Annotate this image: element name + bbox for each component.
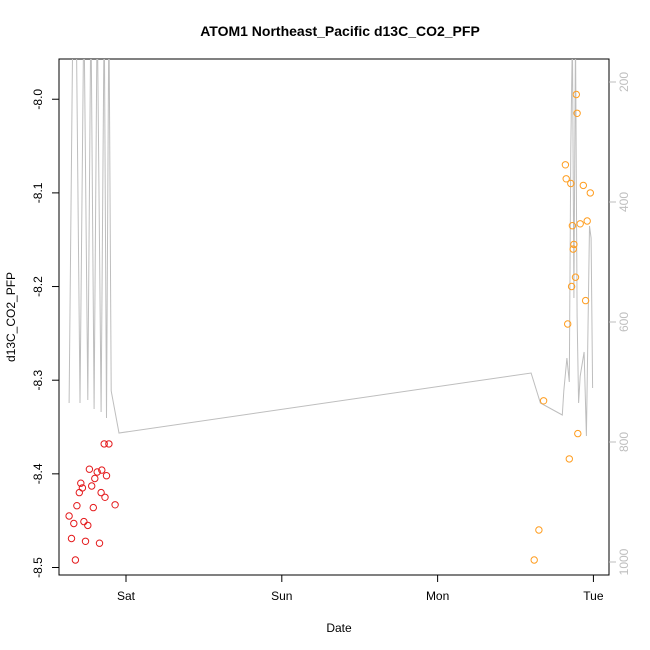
y-tick-label: -8.4 [31, 463, 45, 484]
red-point [84, 521, 92, 530]
red-point [78, 484, 87, 492]
orange-point [562, 175, 570, 183]
red-point [85, 465, 94, 473]
chart-title: ATOM1 Northeast_Pacific d13C_CO2_PFP [200, 23, 480, 39]
red-point [91, 474, 99, 483]
orange-point [576, 220, 584, 228]
red-point [102, 472, 111, 480]
red-point [73, 502, 81, 510]
x-tick-label: Sun [271, 589, 292, 603]
x-tick-label: Tue [583, 589, 604, 603]
orange-point [535, 526, 543, 534]
y-tick-label: -8.1 [31, 182, 45, 203]
y2-tick-label: 800 [617, 432, 631, 452]
orange-point [565, 455, 573, 463]
red-point [89, 503, 98, 512]
orange-point [564, 320, 572, 328]
x-axis: Sat Sun Mon Tue [117, 575, 604, 603]
red-point [93, 468, 101, 476]
orange-point [568, 222, 577, 230]
orange-point [570, 240, 578, 249]
red-point [81, 537, 90, 545]
pressure-line [68, 59, 594, 437]
orange-point [539, 397, 548, 405]
orange-point [561, 161, 570, 169]
red-point [67, 534, 76, 543]
y-axis-label: d13C_CO2_PFP [4, 272, 18, 362]
data-points [65, 90, 594, 564]
y2-tick-label: 400 [617, 192, 631, 212]
red-point [101, 493, 109, 501]
red-point [98, 466, 106, 474]
plot-frame [58, 58, 610, 576]
orange-point [567, 179, 575, 188]
red-point [77, 479, 85, 487]
orange-point [574, 429, 582, 438]
red-point [95, 539, 104, 547]
pressure-series [68, 59, 594, 437]
orange-point [586, 189, 594, 197]
red-point [97, 488, 105, 497]
red-point [65, 512, 73, 520]
red-point [100, 440, 108, 448]
red-point [71, 556, 80, 564]
orange-point [569, 245, 577, 253]
red-point [70, 519, 78, 528]
red-point [75, 488, 84, 497]
orange-point [567, 282, 576, 291]
orange-point [573, 109, 581, 118]
y2-tick-label: 200 [617, 72, 631, 92]
y2-tick-label: 1000 [617, 548, 631, 575]
x-tick-label: Sat [117, 589, 136, 603]
orange-point [530, 556, 538, 564]
orange-point [581, 296, 590, 305]
y-tick-label: -8.0 [31, 89, 45, 110]
red-point [88, 482, 96, 490]
right-axis: 200 400 600 800 1000 [609, 72, 631, 575]
orange-point [571, 273, 580, 281]
y-tick-label: -8.3 [31, 370, 45, 391]
y-tick-label: -8.2 [31, 276, 45, 297]
red-point [111, 501, 119, 509]
y-axis: -8.0 -8.1 -8.2 -8.3 -8.4 -8.5 [31, 89, 59, 578]
x-axis-label: Date [326, 621, 352, 635]
x-tick-label: Mon [426, 589, 449, 603]
red-point [80, 517, 88, 526]
orange-point [579, 181, 587, 190]
y2-tick-label: 600 [617, 312, 631, 332]
y-tick-label: -8.5 [31, 557, 45, 578]
orange-point [583, 217, 591, 225]
red-point [105, 440, 113, 448]
orange-point [572, 90, 580, 99]
